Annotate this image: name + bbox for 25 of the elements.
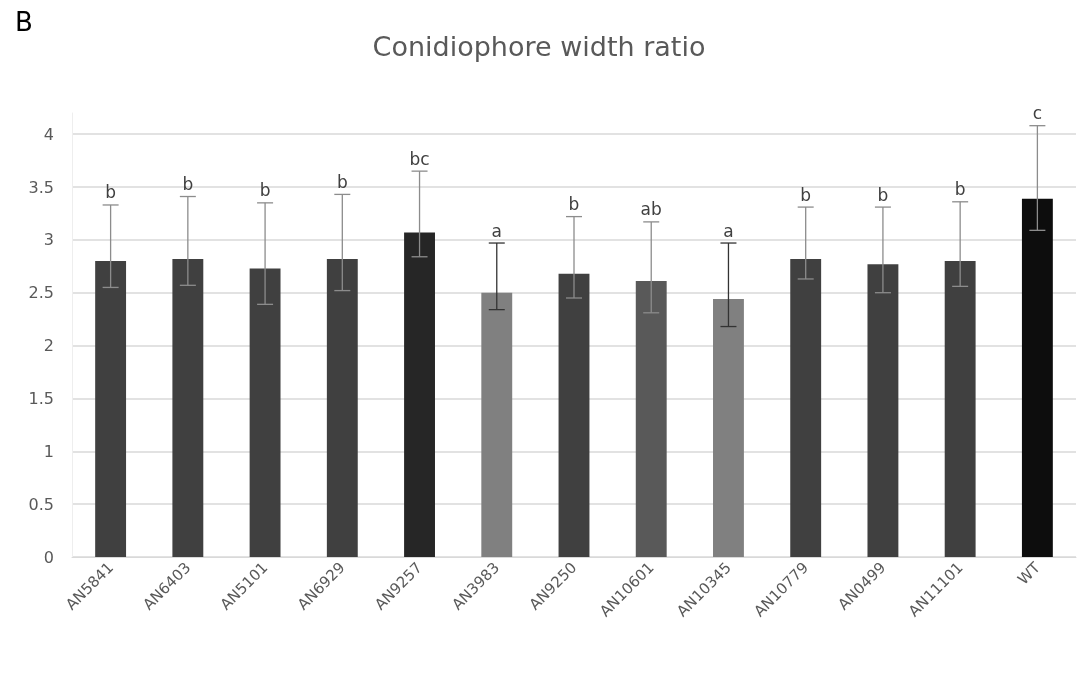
y-tick-label: 0.5 [28, 494, 54, 514]
y-tick-label: 4 [43, 124, 54, 144]
y-tick-label: 3 [43, 230, 54, 250]
annotation: ab [640, 199, 662, 220]
x-tick-label: WT [1014, 558, 1045, 589]
annotation: a [491, 220, 502, 241]
y-tick-label: 3.5 [28, 177, 54, 197]
y-tick-label: 2.5 [28, 283, 54, 303]
y-tick-label: 1.5 [28, 388, 54, 408]
text: B [15, 7, 33, 37]
annotation: b [259, 180, 271, 201]
annotation: bc [409, 148, 430, 169]
y-tick-label: 0 [43, 547, 54, 567]
annotation: b [105, 182, 117, 203]
annotation: b [800, 184, 812, 205]
y-tick-label: 2 [43, 336, 54, 356]
annotation: b [182, 174, 194, 195]
y-tick-label: 1 [43, 441, 54, 461]
annotation: b [336, 171, 348, 192]
annotation: c [1032, 103, 1043, 124]
annotation: a [723, 220, 734, 241]
annotation: b [954, 179, 966, 200]
annotation: b [877, 184, 889, 205]
chart-title: Conidiophore width ratio [372, 31, 706, 62]
annotation: b [568, 194, 580, 215]
